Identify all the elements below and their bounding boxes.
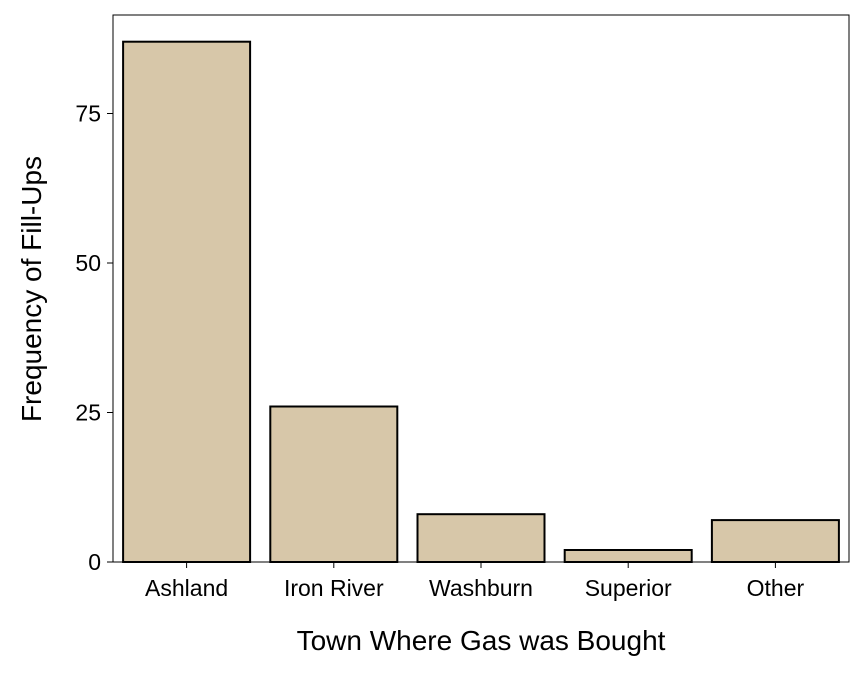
y-tick-label: 50 bbox=[75, 250, 101, 276]
x-axis: Ashland Iron River Washburn Superior Other bbox=[145, 562, 804, 601]
bar-washburn bbox=[416, 513, 546, 564]
y-axis-title: Frequency of Fill-Ups bbox=[16, 156, 47, 422]
bar-other bbox=[710, 519, 840, 563]
bar-superior bbox=[563, 549, 693, 563]
y-tick-label: 75 bbox=[75, 101, 101, 127]
x-tick-label: Superior bbox=[585, 575, 672, 601]
y-axis: 0 25 50 75 bbox=[75, 101, 113, 575]
x-tick-label: Iron River bbox=[284, 575, 384, 601]
x-tick-label: Washburn bbox=[429, 575, 533, 601]
y-tick-label: 0 bbox=[88, 549, 101, 575]
x-tick-label: Ashland bbox=[145, 575, 228, 601]
bar-iron-river bbox=[269, 405, 399, 563]
bar-ashland bbox=[122, 40, 252, 563]
bars-group bbox=[122, 40, 840, 564]
y-tick-label: 25 bbox=[75, 400, 101, 426]
x-tick-label: Other bbox=[747, 575, 805, 601]
x-axis-title: Town Where Gas was Bought bbox=[297, 625, 666, 656]
